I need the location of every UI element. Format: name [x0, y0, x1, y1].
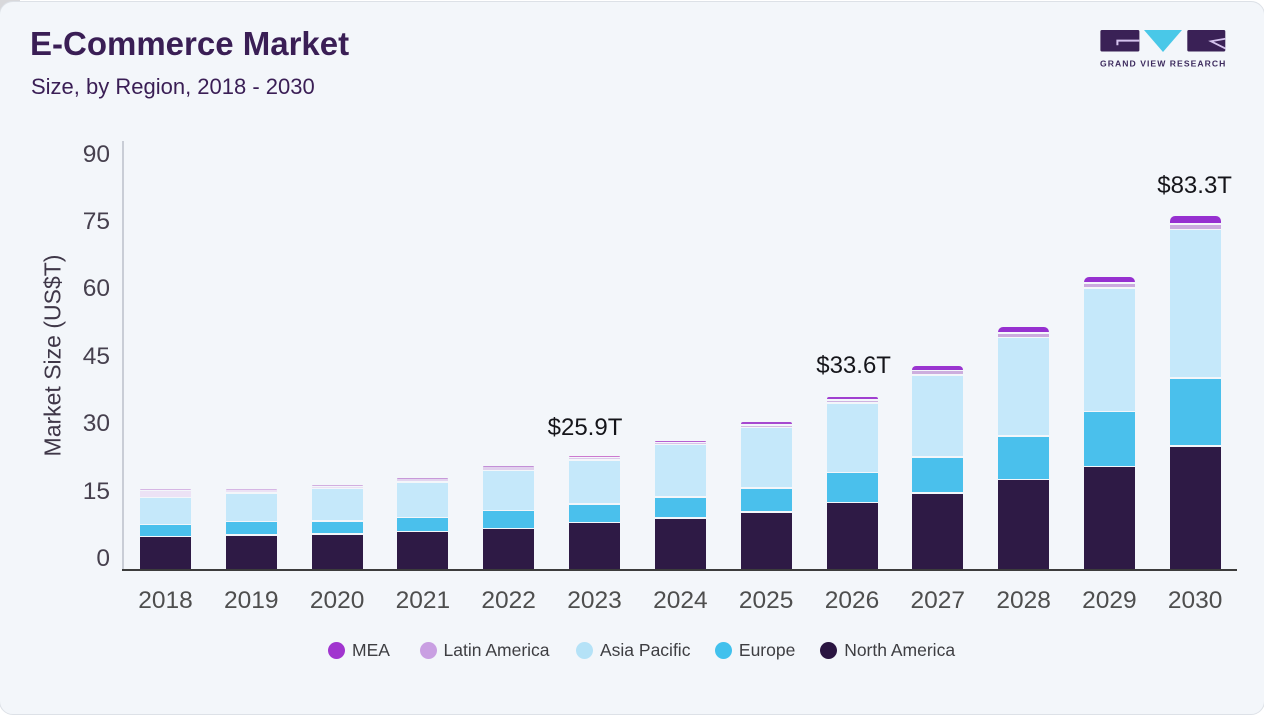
svg-text:GRAND VIEW RESEARCH: GRAND VIEW RESEARCH: [1100, 59, 1226, 69]
